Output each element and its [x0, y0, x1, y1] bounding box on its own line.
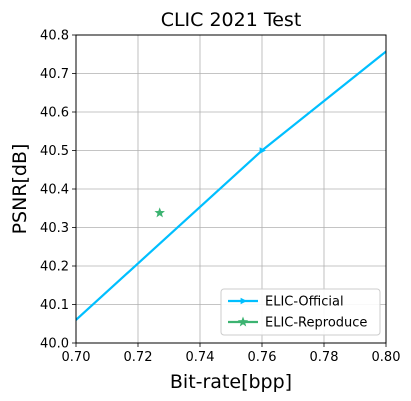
x-tick-label: 0.78 — [310, 350, 339, 365]
x-axis-label: Bit-rate[bpp] — [170, 371, 292, 393]
y-tick-label: 40.4 — [40, 183, 69, 198]
y-tick-label: 40.2 — [40, 260, 69, 275]
chart-title: CLIC 2021 Test — [161, 9, 302, 31]
y-tick-label: 40.5 — [40, 144, 69, 159]
y-tick-label: 40.6 — [40, 106, 69, 121]
legend: ELIC-Official ELIC-Reproduce — [220, 288, 381, 336]
legend-star-marker — [237, 316, 249, 327]
y-tick-label: 40.0 — [40, 337, 69, 352]
y-tick-label: 40.8 — [40, 29, 69, 44]
y-tick-label: 40.7 — [40, 67, 69, 82]
legend-box — [220, 288, 381, 336]
x-tick-label: 0.80 — [372, 350, 401, 365]
x-tick-label: 0.76 — [248, 350, 277, 365]
x-tick-label: 0.72 — [124, 350, 153, 365]
y-tick-label: 40.3 — [40, 221, 69, 236]
legend-label: ELIC-Reproduce — [265, 316, 367, 331]
y-tick-label: 40.1 — [40, 298, 69, 313]
x-tick-label: 0.70 — [62, 350, 91, 365]
data-point-elic-official — [259, 147, 266, 154]
tick-layer: 0.70 0.72 0.74 0.76 0.78 0.80 40.0 40.1 40.2 40.3… — [40, 29, 400, 366]
x-tick-label: 0.74 — [186, 350, 215, 365]
legend-label: ELIC-Official — [265, 295, 344, 310]
data-point-elic-reproduce — [154, 207, 165, 218]
y-axis-label: PSNR[dB] — [9, 144, 31, 235]
legend-triangle-marker — [240, 297, 247, 305]
